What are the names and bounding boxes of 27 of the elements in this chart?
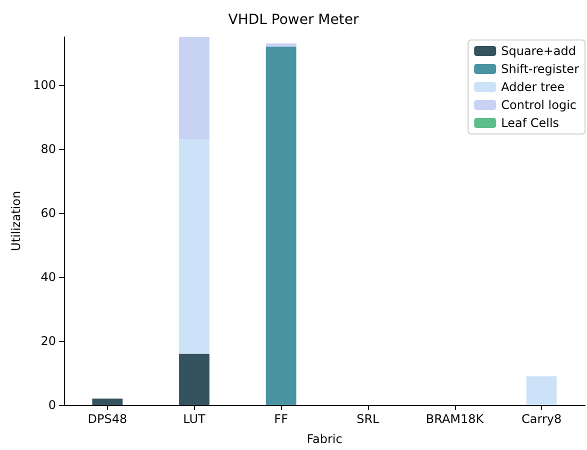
y-tick-label: 0 xyxy=(48,398,56,412)
bar xyxy=(266,43,296,47)
y-tick-label: 20 xyxy=(40,334,56,348)
bar xyxy=(526,376,557,405)
x-tick-label: BRAM18K xyxy=(426,412,485,426)
y-tick-label: 100 xyxy=(33,78,56,92)
legend-label: Leaf Cells xyxy=(501,116,560,130)
bar xyxy=(179,139,210,354)
x-axis-title: Fabric xyxy=(306,432,342,446)
bar xyxy=(92,398,123,405)
y-axis-title: Utilization xyxy=(9,190,24,252)
legend-label: Square+add xyxy=(501,44,576,58)
y-tick-label: 40 xyxy=(40,270,56,284)
x-tick-label: LUT xyxy=(183,412,206,426)
bar xyxy=(179,37,210,140)
bar xyxy=(179,354,210,405)
bar xyxy=(266,46,296,405)
x-tick-label: FF xyxy=(274,412,288,426)
y-tick-label: 80 xyxy=(40,142,56,156)
x-tick-label: Carry8 xyxy=(522,412,562,426)
y-tick-label: 60 xyxy=(40,206,56,220)
chart-title: VHDL Power Meter xyxy=(228,12,359,28)
x-tick-label: SRL xyxy=(356,412,380,426)
legend-label: Adder tree xyxy=(501,80,565,94)
x-tick-label: DPS48 xyxy=(88,412,128,426)
legend-label: Control logic xyxy=(501,98,577,112)
legend-label: Shift-register xyxy=(501,62,580,76)
